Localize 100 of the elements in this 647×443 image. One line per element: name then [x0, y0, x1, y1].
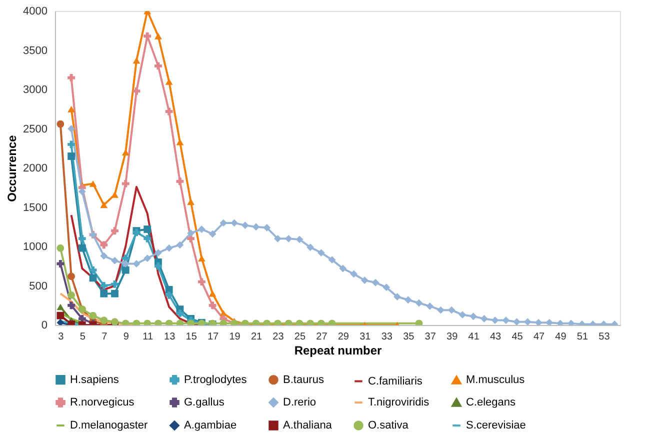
point — [187, 198, 195, 205]
x-tick-label: 5 — [80, 332, 86, 342]
point — [68, 302, 76, 310]
point — [208, 290, 216, 297]
point — [404, 296, 412, 304]
point — [524, 318, 532, 325]
x-tick-label: 3 — [58, 332, 64, 342]
point — [111, 227, 118, 235]
legend-label: C.familiaris — [368, 375, 423, 388]
point — [198, 278, 206, 286]
legend-label: B.taurus — [283, 374, 324, 386]
point — [360, 276, 368, 284]
point — [458, 311, 466, 319]
legend-label: O.sativa — [368, 420, 410, 432]
point — [122, 260, 130, 268]
point — [187, 234, 195, 242]
point — [144, 234, 152, 242]
point — [154, 32, 162, 40]
point — [68, 74, 76, 82]
point — [68, 152, 76, 160]
legend-label: S.cerevisiae — [466, 420, 526, 432]
point — [198, 255, 206, 262]
point — [176, 178, 184, 186]
x-tick-label: 7 — [102, 332, 108, 342]
legend-label: C.elegans — [466, 396, 516, 408]
y-tick-label: 1000 — [23, 241, 48, 253]
point — [382, 284, 390, 292]
point — [165, 244, 173, 252]
legend-label: G.gallus — [184, 396, 225, 408]
point — [502, 316, 510, 324]
x-tick-label: 37 — [424, 332, 436, 342]
point — [89, 266, 97, 274]
point — [89, 274, 97, 282]
y-tick-label: 2500 — [23, 123, 48, 136]
point — [317, 249, 325, 256]
x-tick-label: 19 — [229, 332, 241, 342]
point — [78, 188, 86, 196]
y-tick-label: 0 — [41, 320, 48, 332]
point — [122, 149, 130, 156]
point — [230, 219, 238, 227]
point — [154, 62, 162, 70]
point — [176, 241, 184, 249]
legend-label: D.melanogaster — [70, 420, 148, 432]
point — [56, 260, 64, 268]
x-tick-label: 47 — [533, 332, 546, 342]
point — [208, 230, 216, 238]
point — [187, 229, 195, 237]
point — [144, 32, 152, 40]
legend-label: D.rerio — [283, 396, 316, 408]
y-tick-label: 1500 — [23, 202, 48, 214]
point — [122, 180, 130, 188]
point — [491, 316, 499, 324]
y-tick-label: 3500 — [23, 44, 48, 57]
point — [100, 202, 108, 208]
legend-label: H.sapiens — [70, 374, 120, 386]
point — [111, 290, 118, 298]
x-tick-label: 29 — [338, 332, 350, 342]
legend-label: A.thaliana — [283, 420, 333, 432]
point — [480, 315, 488, 322]
point — [394, 293, 401, 300]
point — [176, 138, 184, 146]
point — [546, 318, 554, 325]
point — [111, 191, 118, 198]
point — [68, 125, 76, 132]
y-axis-title: Occurrence — [5, 134, 20, 202]
legend-label: T.nigroviridis — [368, 396, 430, 408]
y-tick-label: 2000 — [23, 162, 48, 174]
point — [89, 312, 97, 320]
point — [100, 290, 108, 298]
point — [68, 140, 76, 148]
y-tick-label: 500 — [29, 280, 48, 292]
point — [89, 180, 97, 187]
point — [144, 254, 152, 262]
x-tick-label: 9 — [123, 332, 130, 342]
point — [165, 78, 173, 85]
x-tick-label: 11 — [142, 332, 154, 342]
point — [56, 244, 64, 252]
point — [448, 306, 456, 314]
point — [78, 234, 86, 242]
point — [252, 223, 260, 231]
point — [122, 266, 130, 274]
point — [68, 291, 76, 299]
point — [263, 224, 271, 232]
point — [328, 256, 336, 264]
point — [56, 312, 64, 320]
point — [426, 302, 434, 310]
point — [100, 316, 108, 324]
x-axis-title: Repeat number — [294, 344, 382, 358]
point — [306, 244, 314, 251]
point — [111, 280, 118, 288]
point — [78, 244, 86, 252]
legend-label: M.musculus — [466, 374, 526, 386]
y-tick-label: 4000 — [23, 6, 48, 18]
point — [68, 272, 76, 280]
x-tick-label: 31 — [360, 332, 372, 342]
x-tick-label: 33 — [381, 332, 393, 342]
point — [68, 106, 76, 112]
x-tick-label: 41 — [468, 332, 480, 342]
x-tick-label: 25 — [294, 332, 306, 342]
point — [144, 226, 152, 233]
